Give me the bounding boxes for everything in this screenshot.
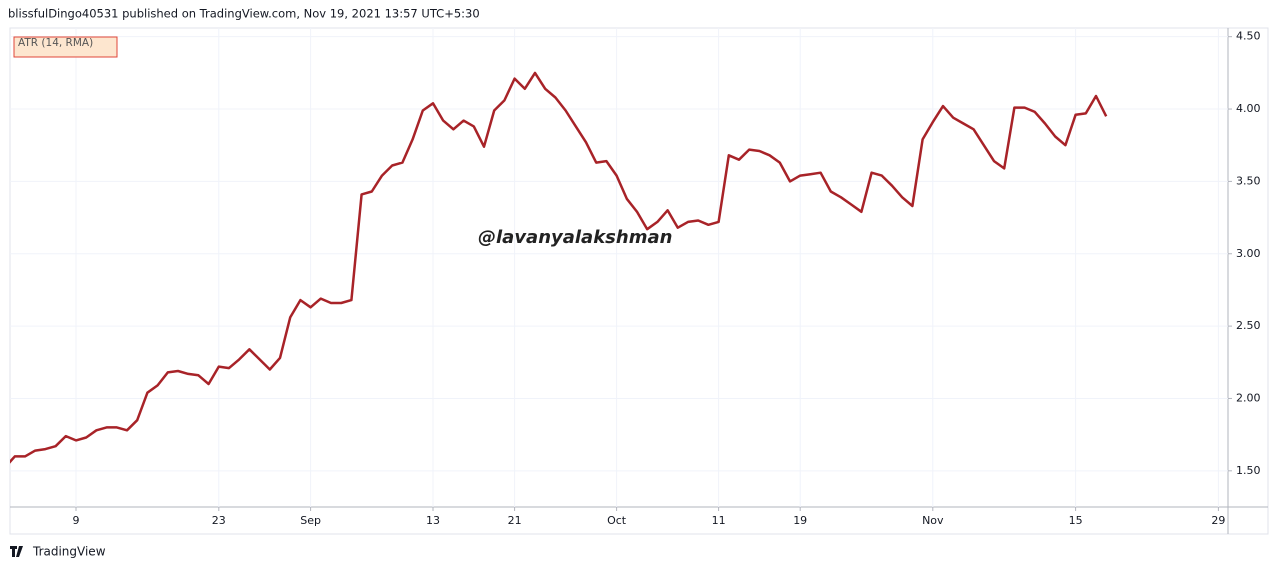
x-tick-label: Nov bbox=[922, 514, 944, 527]
y-tick-label: 1.50 bbox=[1236, 464, 1261, 477]
legend-box bbox=[13, 36, 118, 58]
x-tick-label: Sep bbox=[300, 514, 321, 527]
x-tick-label: 21 bbox=[508, 514, 522, 527]
y-tick-label: 2.50 bbox=[1236, 319, 1261, 332]
brand-logo bbox=[10, 546, 23, 557]
x-tick-label: 9 bbox=[73, 514, 80, 527]
y-tick-label: 2.00 bbox=[1236, 391, 1261, 404]
y-tick-label: 4.00 bbox=[1236, 102, 1261, 115]
x-tick-label: 11 bbox=[712, 514, 726, 527]
x-tick-label: 19 bbox=[793, 514, 807, 527]
y-tick-label: 3.50 bbox=[1236, 174, 1261, 187]
legend-entry: ATR (14, RMA) bbox=[18, 37, 93, 49]
frame bbox=[9, 27, 1269, 535]
x-tick-label: Oct bbox=[607, 514, 627, 527]
watermark: @lavanyalakshman bbox=[478, 227, 672, 248]
x-tick-label: 13 bbox=[426, 514, 440, 527]
x-tick-label: 15 bbox=[1069, 514, 1083, 527]
grid bbox=[10, 28, 1228, 507]
footer: TradingView bbox=[32, 545, 106, 559]
x-tick-label: 23 bbox=[212, 514, 226, 527]
y-tick-label: 4.50 bbox=[1236, 30, 1261, 43]
header: blissfulDingo40531 published on TradingV… bbox=[8, 7, 480, 21]
plot bbox=[10, 71, 1108, 464]
data-line bbox=[10, 71, 1108, 464]
x-tick-label: 29 bbox=[1211, 514, 1225, 527]
y-tick-label: 3.00 bbox=[1236, 247, 1261, 260]
